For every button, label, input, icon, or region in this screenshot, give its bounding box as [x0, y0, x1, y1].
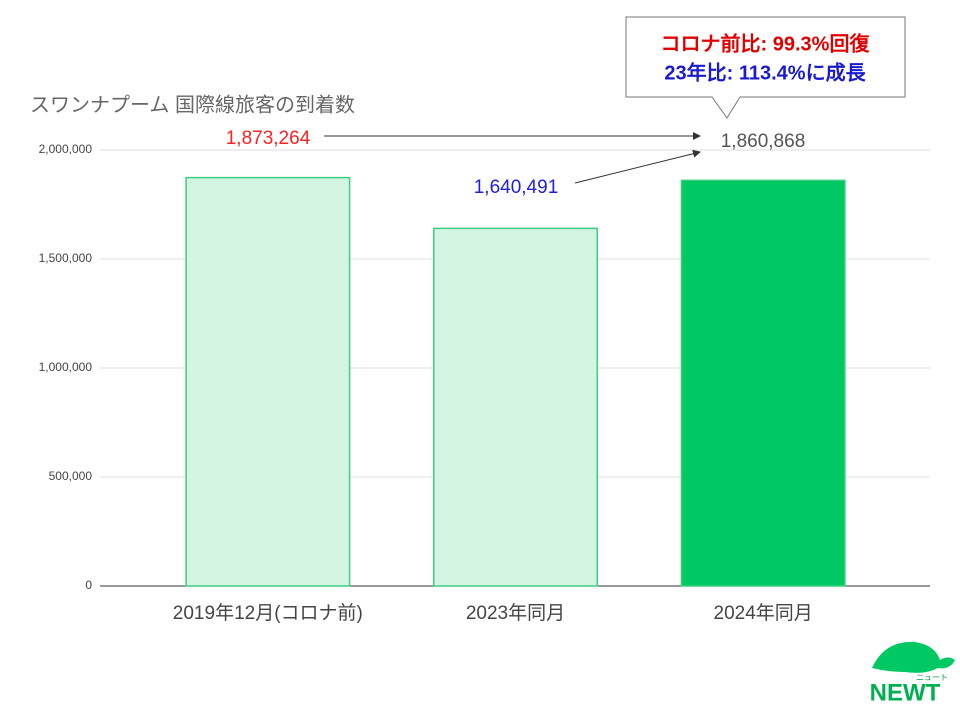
chart-title: スワンナプーム 国際線旅客の到着数	[30, 93, 355, 116]
callout-box	[625, 16, 906, 119]
bar	[680, 179, 846, 587]
y-tick-label: 2,000,000	[39, 142, 93, 156]
annotation: 23年比: 113.4%に成長	[664, 60, 866, 84]
logo-text: NEWT	[870, 679, 941, 706]
callout	[625, 16, 906, 119]
logo-icon	[872, 641, 955, 673]
bar	[433, 227, 598, 587]
x-tick-label: 2024年同月	[714, 602, 813, 624]
value-label: 1,873,264	[226, 128, 311, 149]
logo-subtext: ニュート	[916, 673, 948, 682]
arrow	[574, 149, 701, 184]
value-label: 1,860,868	[721, 131, 806, 152]
annotation: コロナ前比: 99.3%回復	[661, 31, 871, 55]
x-tick-label: 2023年同月	[466, 602, 565, 624]
y-tick-label: 500,000	[49, 469, 93, 483]
value-label: 1,640,491	[474, 177, 559, 198]
logo	[872, 641, 955, 673]
y-tick-label: 1,500,000	[39, 251, 93, 265]
bar	[185, 176, 351, 587]
y-tick-label: 0	[85, 578, 92, 592]
y-tick-label: 1,000,000	[39, 360, 93, 374]
x-tick-label: 2019年12月(コロナ前)	[173, 602, 363, 624]
